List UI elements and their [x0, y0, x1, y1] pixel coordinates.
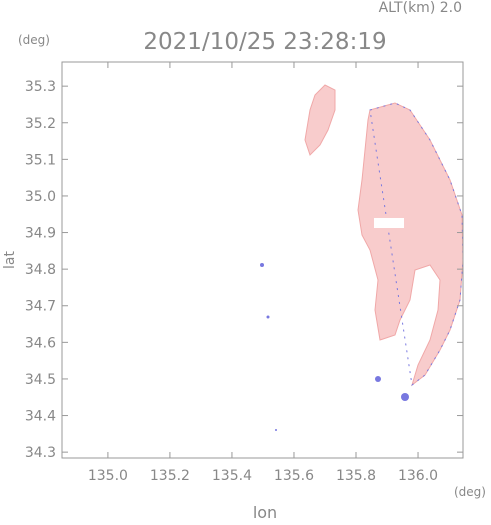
- plot-frame: [61, 61, 464, 459]
- y-tick-label: 35.0: [25, 189, 56, 205]
- y-tick-label: 35.1: [25, 152, 56, 168]
- x-tick-label: 135.4: [212, 468, 252, 484]
- x-tick-label: 135.6: [274, 468, 314, 484]
- x-label: lon: [253, 503, 277, 521]
- echo-dot: [260, 263, 264, 267]
- y-tick-label: 35.3: [25, 79, 56, 95]
- x-tick-label: 135.2: [150, 468, 190, 484]
- y-tick-label: 34.8: [25, 262, 56, 278]
- y-tick-label: 34.7: [25, 299, 56, 315]
- echo: [304, 84, 336, 156]
- gap: [374, 218, 404, 228]
- echo-dot: [266, 315, 270, 319]
- subtitle: ALT(km) 2.0: [379, 0, 462, 16]
- y-tick-label: 34.9: [25, 226, 56, 242]
- echo-edge: [369, 102, 464, 386]
- y-tick-label: 34.3: [25, 445, 56, 461]
- x-tick-label: 135.8: [336, 468, 376, 484]
- echo-dot: [275, 429, 277, 431]
- chart-title: 2021/10/25 23:28:19: [143, 29, 386, 55]
- echo-dot: [375, 376, 381, 382]
- y-unit: (deg): [18, 33, 50, 47]
- y-tick-label: 35.2: [25, 116, 56, 132]
- x-tick-label: 135.0: [88, 468, 128, 484]
- y-tick-label: 34.4: [25, 409, 56, 425]
- y-label: lat: [2, 251, 18, 269]
- x-tick-label: 136.0: [398, 468, 438, 484]
- echo-dot: [401, 393, 409, 401]
- echo: [357, 102, 464, 387]
- y-tick-label: 34.5: [25, 372, 56, 388]
- echo-area: [260, 84, 464, 431]
- x-unit: (deg): [454, 485, 486, 499]
- y-tick-label: 34.6: [25, 335, 56, 351]
